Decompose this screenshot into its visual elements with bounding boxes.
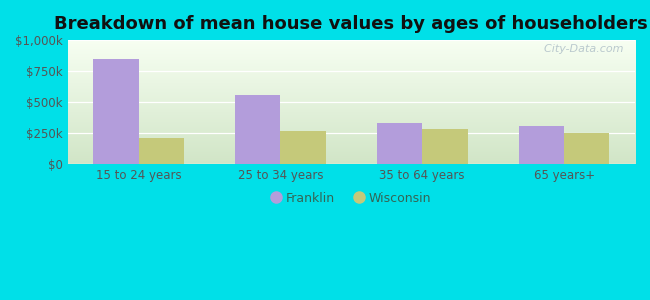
- Bar: [93, 59, 138, 164]
- Bar: [235, 95, 280, 164]
- Bar: [519, 126, 564, 164]
- Bar: [280, 131, 326, 164]
- Bar: [564, 133, 610, 164]
- Legend: Franklin, Wisconsin: Franklin, Wisconsin: [266, 187, 437, 210]
- Bar: [138, 138, 184, 164]
- Bar: [377, 123, 423, 164]
- Bar: [422, 130, 467, 164]
- Title: Breakdown of mean house values by ages of householders: Breakdown of mean house values by ages o…: [55, 15, 648, 33]
- Text: City-Data.com: City-Data.com: [537, 44, 623, 54]
